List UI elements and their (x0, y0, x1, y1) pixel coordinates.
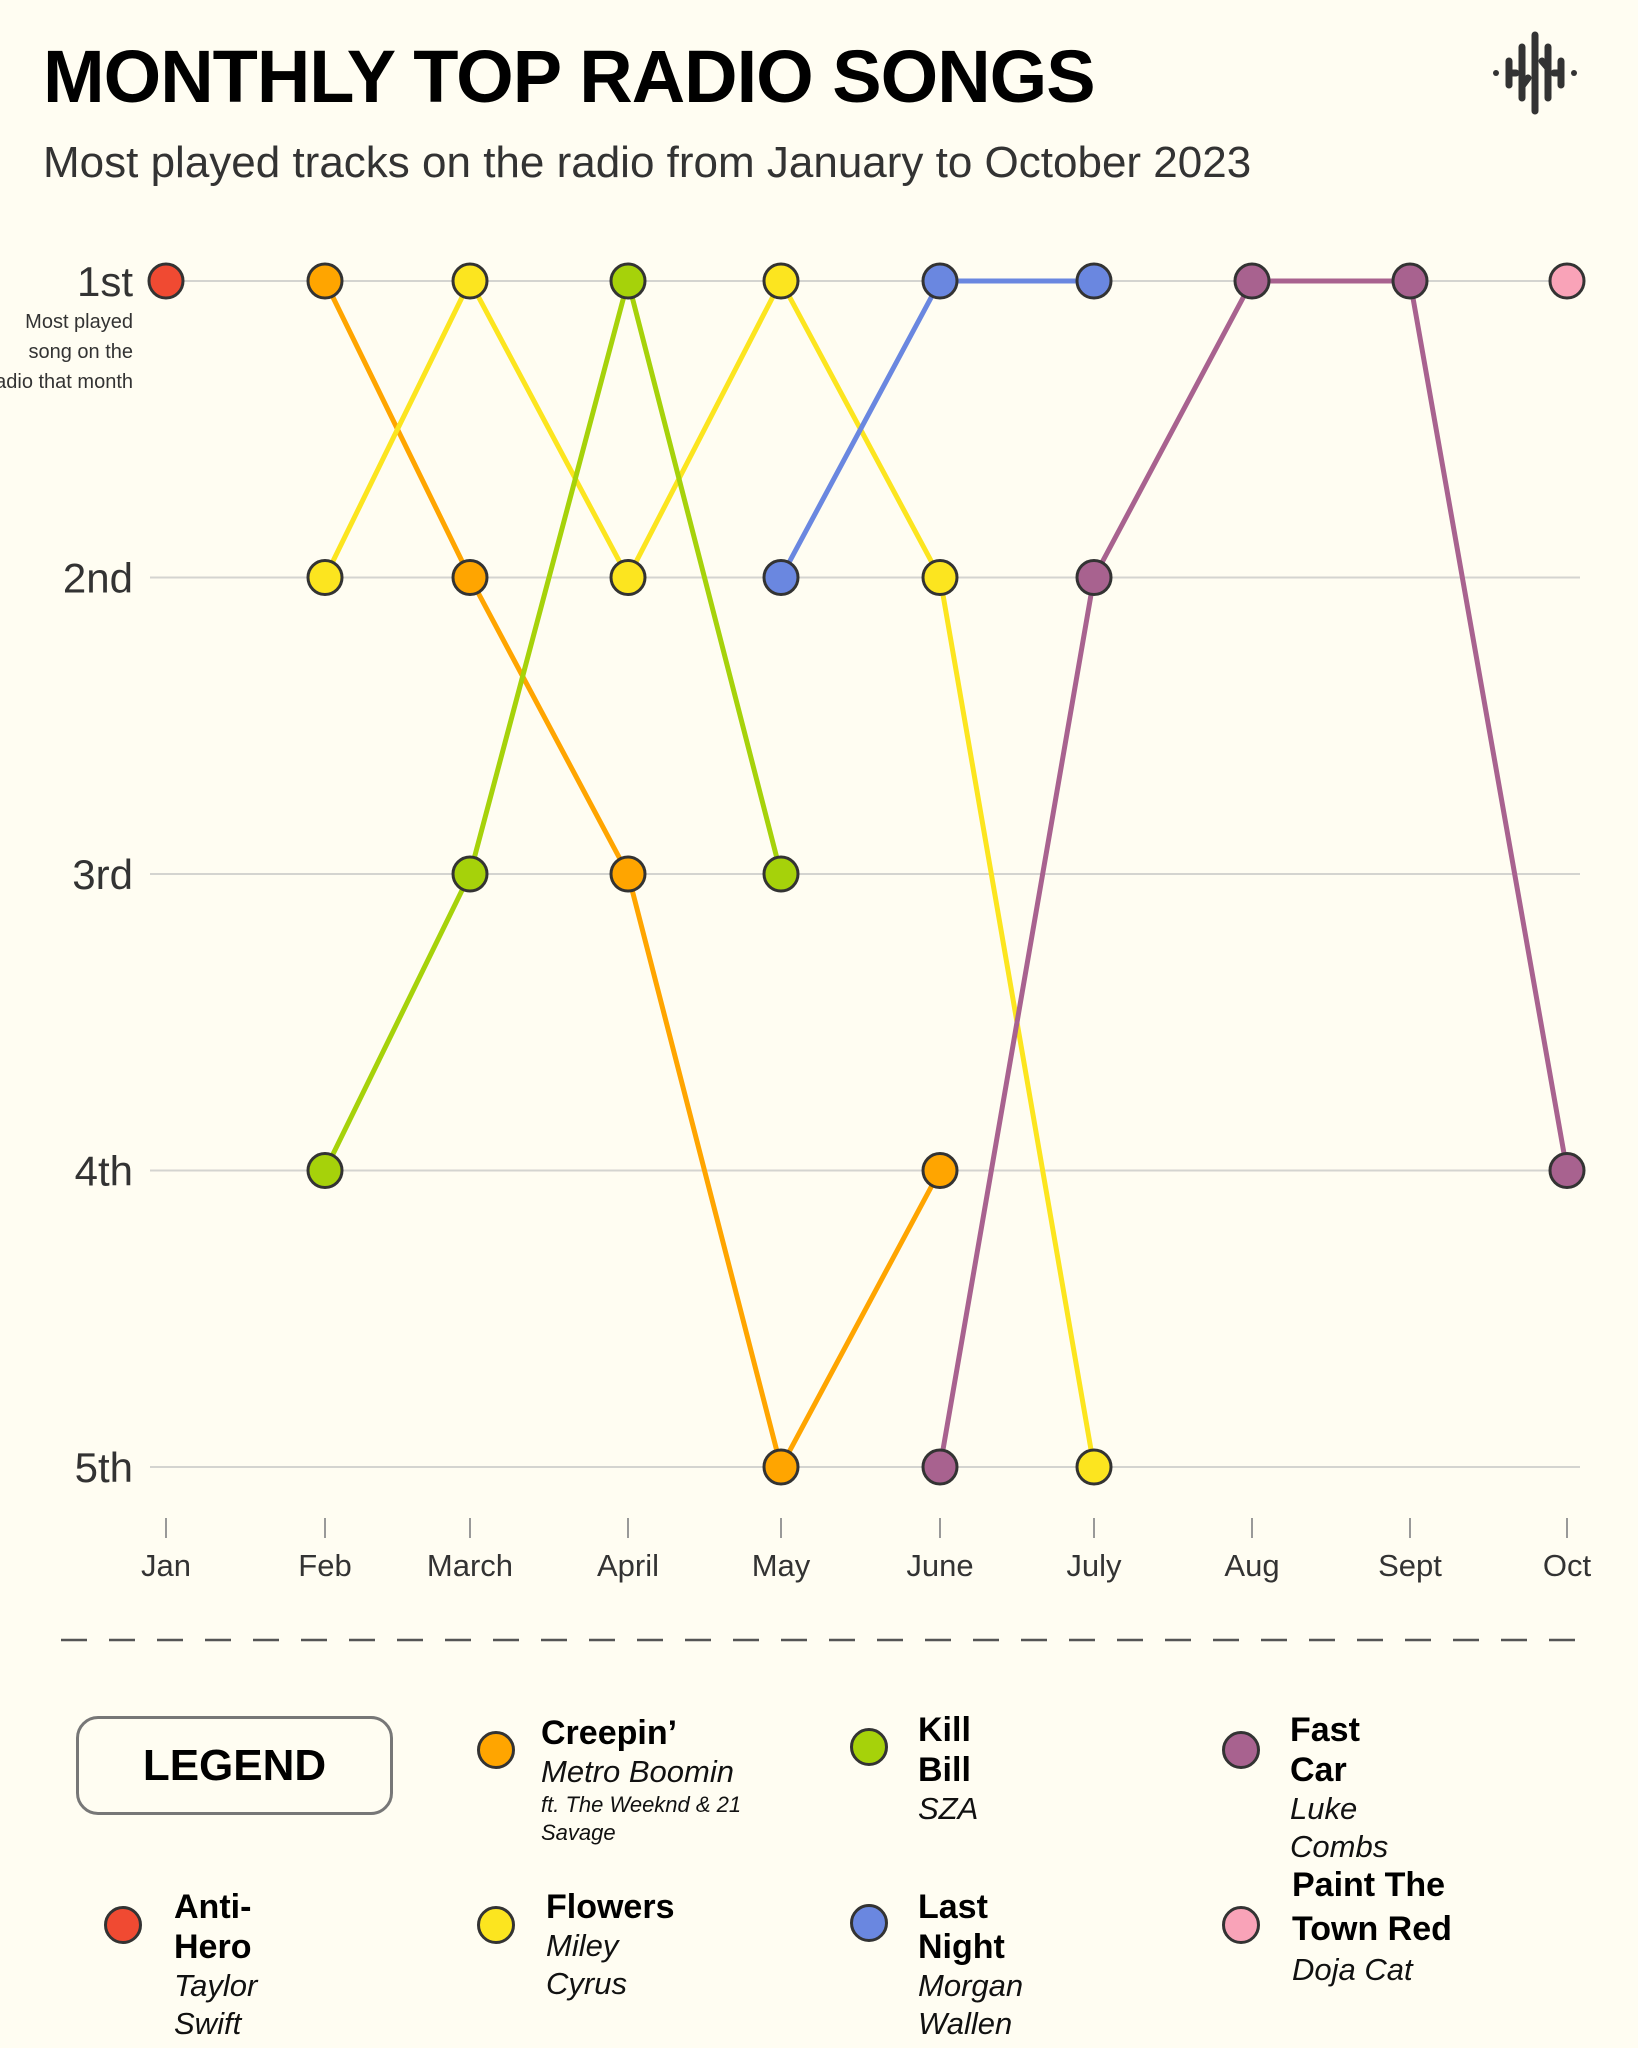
series-line-last-night (778, 278, 1094, 579)
legend-song: Fast Car (1290, 1711, 1360, 1789)
legend-artist: SZA (918, 1791, 979, 1826)
y-tick-label: 3rd (72, 851, 133, 898)
x-tick-label: Jan (141, 1548, 191, 1583)
x-tick-label: Oct (1543, 1548, 1592, 1583)
data-point (762, 559, 800, 596)
x-tick-label: June (906, 1548, 973, 1583)
y-tick-label: 1st (77, 258, 133, 305)
legend-title: LEGEND (76, 1716, 393, 1815)
y-axis-note: Most played (25, 311, 133, 333)
legend-swatch (850, 1904, 888, 1942)
data-point (762, 262, 800, 300)
legend-artist: Taylor Swift (174, 1968, 258, 2041)
data-point (1391, 262, 1429, 300)
legend-song: Paint The Town Red (1292, 1866, 1452, 1948)
legend-swatch (104, 1906, 142, 1944)
x-tick-label: April (597, 1548, 659, 1583)
data-point (1548, 262, 1586, 300)
legend-artist: Miley Cyrus (546, 1928, 627, 2001)
data-point (451, 262, 489, 300)
legend-swatch (477, 1906, 515, 1944)
data-point (921, 262, 959, 300)
y-tick-label: 5th (75, 1444, 133, 1491)
data-point (1075, 262, 1113, 300)
data-point (762, 855, 800, 893)
data-point (1548, 1152, 1586, 1189)
y-tick-label: 4th (75, 1148, 133, 1195)
legend-swatch (1222, 1906, 1260, 1944)
legend-song: Flowers (546, 1888, 675, 1926)
data-point (1233, 262, 1271, 300)
legend-swatch (1222, 1731, 1260, 1769)
data-point (306, 559, 344, 596)
data-point (762, 1448, 800, 1486)
data-point (451, 559, 489, 596)
legend-song: Last Night (918, 1888, 1005, 1966)
data-point (306, 1152, 344, 1189)
page-title: MONTHLY TOP RADIO SONGS (43, 35, 1096, 118)
data-point (921, 1448, 959, 1486)
data-point (921, 559, 959, 596)
data-point (609, 262, 647, 300)
data-point (147, 262, 185, 300)
data-point (921, 1152, 959, 1189)
legend-featuring: ft. The Weeknd & 21 Savage (541, 1792, 742, 1845)
data-point (451, 855, 489, 893)
legend-artist: Doja Cat (1292, 1952, 1413, 1987)
x-tick-label: Feb (298, 1548, 351, 1583)
sound-wave-icon (1493, 31, 1577, 115)
x-tick-label: May (752, 1548, 811, 1583)
legend-song: Creepin’ (541, 1714, 678, 1752)
data-point (1075, 559, 1113, 596)
x-tick-label: Aug (1224, 1548, 1279, 1583)
page-subtitle: Most played tracks on the radio from Jan… (43, 138, 1252, 187)
legend-swatch (477, 1731, 515, 1769)
y-axis-note: radio that month (0, 371, 133, 393)
x-tick-label: March (427, 1548, 513, 1583)
bump-chart: 1st 2nd 3rd 4th 5th Most played song on the rad… (0, 258, 1592, 1642)
legend-artist: Metro Boomin (541, 1754, 734, 1789)
x-tick-label: Sept (1378, 1548, 1442, 1583)
series-line-flowers (322, 278, 1097, 1468)
x-tick-label: July (1066, 1548, 1122, 1583)
data-point (609, 559, 647, 596)
y-tick-label: 2nd (63, 555, 133, 602)
legend-swatch (850, 1728, 888, 1766)
legend-song: Kill Bill (918, 1711, 971, 1789)
legend-artist: Morgan Wallen (918, 1968, 1024, 2041)
legend-song: Anti-Hero (174, 1888, 252, 1966)
series-line-kill-bill (322, 278, 784, 1172)
data-point (1075, 1448, 1113, 1486)
legend-artist: Luke Combs (1290, 1791, 1389, 1864)
y-axis-note: song on the (28, 341, 133, 363)
data-point (609, 855, 647, 893)
data-point (306, 262, 344, 300)
